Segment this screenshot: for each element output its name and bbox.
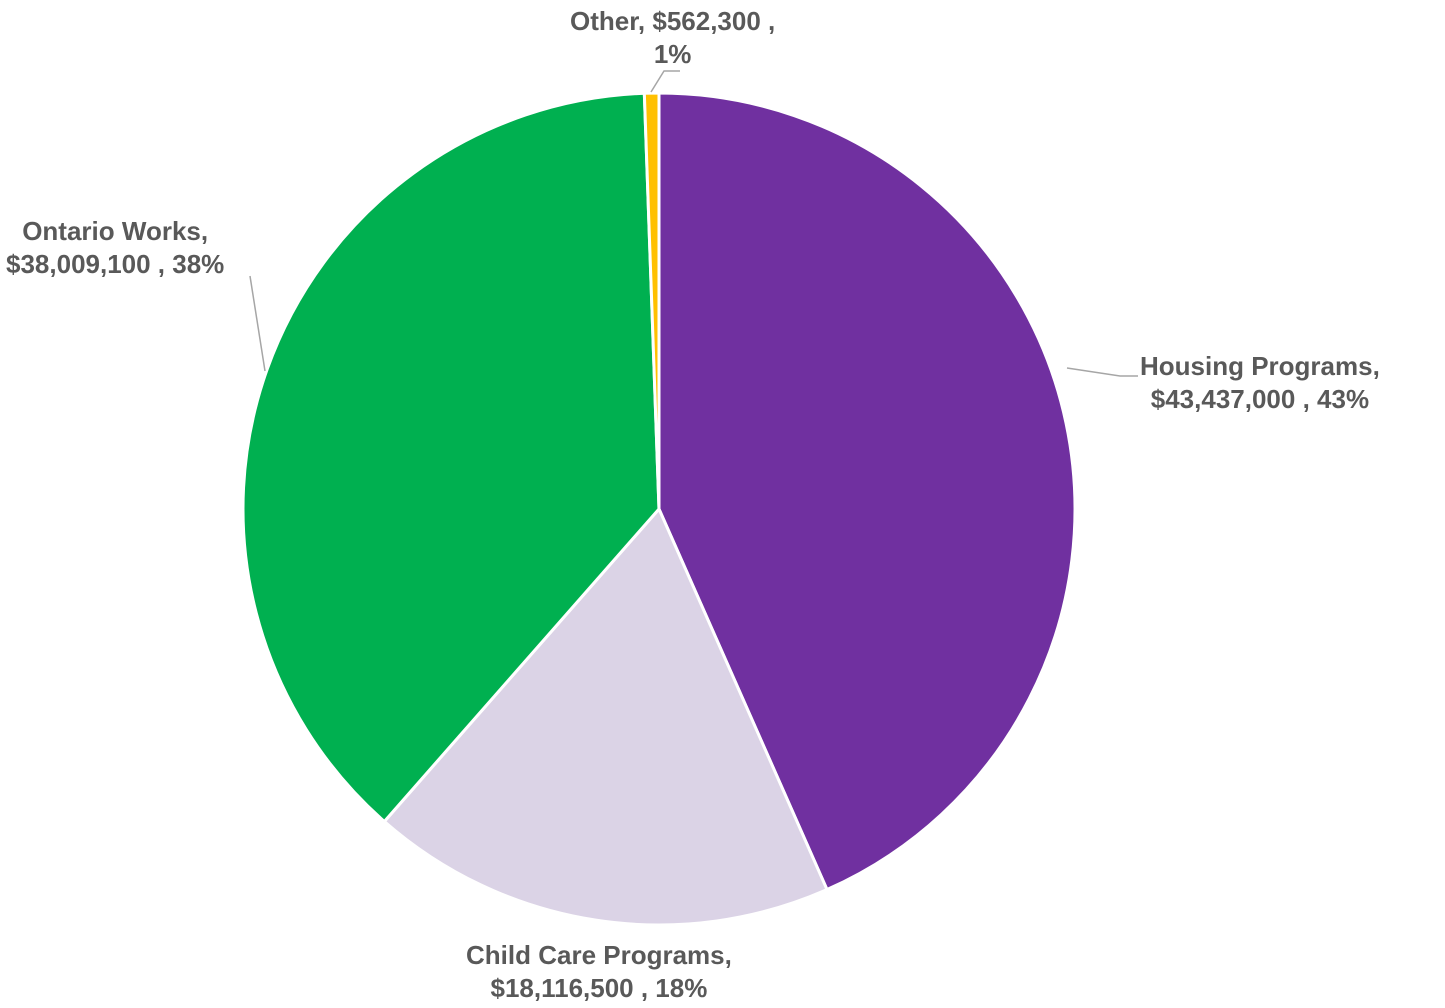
data-label-child-care-value: $18,116,500 , 18% — [490, 973, 708, 1003]
data-label-housing-value: $43,437,000 , 43% — [1150, 384, 1370, 414]
data-label-other: Other, $562,300 , 1% — [570, 5, 775, 71]
pie-slice-child-care-programs — [382, 507, 829, 927]
data-label-other-value: 1% — [653, 39, 692, 69]
data-label-other-name: Other, $562,300 , — [570, 6, 776, 36]
data-label-ontario-works-value: $38,009,100 , 38% — [6, 249, 225, 279]
leader-line-other — [650, 70, 680, 93]
data-label-ontario-works: Ontario Works, $38,009,100 , 38% — [6, 215, 224, 281]
data-label-housing-programs: Housing Programs, $43,437,000 , 43% — [1140, 350, 1380, 416]
pie-slice-other — [642, 91, 661, 511]
pie-slice-ontario-works — [241, 91, 661, 823]
leader-line-ontario-works — [249, 275, 266, 372]
data-label-ontario-works-name: Ontario Works, — [22, 216, 209, 246]
data-label-child-care-programs: Child Care Programs, $18,116,500 , 18% — [466, 939, 732, 1005]
data-label-child-care-name: Child Care Programs, — [466, 940, 732, 970]
pie-slice-housing-programs — [657, 91, 1077, 892]
leader-line-housing-programs — [1066, 367, 1138, 377]
data-label-housing-name: Housing Programs, — [1140, 351, 1380, 381]
